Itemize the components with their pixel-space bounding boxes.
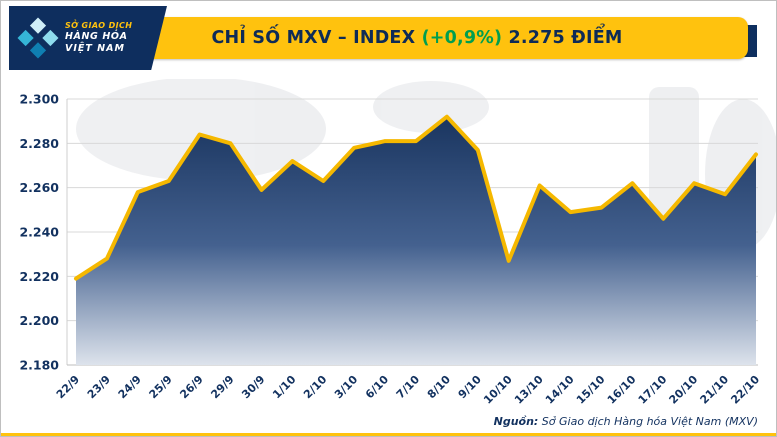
svg-text:25/9: 25/9	[147, 373, 175, 401]
svg-text:7/10: 7/10	[394, 373, 423, 402]
page-title: CHỈ SỐ MXV – INDEX (+0,9%) 2.275 ĐIỂM	[212, 28, 623, 48]
mxv-diamond-icon	[17, 17, 59, 59]
svg-text:26/9: 26/9	[177, 373, 205, 401]
index-chart: 2.300 2.280 2.260 2.240 2.220 2.200 2.180 22/9 2…	[1, 77, 776, 419]
svg-text:9/10: 9/10	[456, 373, 485, 402]
svg-text:24/9: 24/9	[116, 373, 144, 401]
logo-line-1: SỞ GIAO DỊCH	[65, 21, 133, 31]
svg-text:14/10: 14/10	[543, 373, 577, 407]
svg-text:16/10: 16/10	[605, 373, 639, 407]
svg-text:8/10: 8/10	[425, 373, 454, 402]
svg-text:2.240: 2.240	[19, 225, 59, 240]
mxv-logo-text: SỞ GIAO DỊCH HÀNG HÓA VIỆT NAM	[65, 21, 132, 55]
svg-text:17/10: 17/10	[636, 373, 670, 407]
svg-text:2.260: 2.260	[19, 180, 59, 195]
title-change-percent: (+0,9%)	[421, 28, 503, 48]
svg-text:10/10: 10/10	[481, 373, 515, 407]
svg-text:2.200: 2.200	[19, 313, 59, 328]
svg-text:2.220: 2.220	[19, 269, 59, 284]
svg-text:15/10: 15/10	[574, 373, 608, 407]
source-label: Nguồn:	[493, 415, 539, 428]
source-text: Sở Giao dịch Hàng hóa Việt Nam (MXV)	[538, 415, 758, 428]
source-caption: Nguồn: Sở Giao dịch Hàng hóa Việt Nam (M…	[494, 415, 758, 428]
logo-line-2: HÀNG HÓA	[65, 31, 128, 43]
svg-text:1/10: 1/10	[270, 373, 299, 402]
title-prefix: CHỈ SỐ MXV – INDEX	[211, 28, 422, 48]
svg-text:22/10: 22/10	[728, 373, 762, 407]
svg-text:30/9: 30/9	[239, 373, 267, 401]
svg-text:2.280: 2.280	[19, 136, 59, 151]
svg-text:20/10: 20/10	[667, 373, 701, 407]
svg-text:2.300: 2.300	[19, 92, 59, 107]
svg-text:13/10: 13/10	[512, 373, 546, 407]
title-value: 2.275 ĐIỂM	[502, 28, 623, 48]
mxv-logo: SỞ GIAO DỊCH HÀNG HÓA VIỆT NAM	[9, 6, 167, 70]
svg-text:2.180: 2.180	[19, 358, 59, 373]
svg-text:3/10: 3/10	[332, 373, 361, 402]
bottom-yellow-accent	[1, 433, 776, 436]
svg-text:29/9: 29/9	[208, 373, 236, 401]
svg-text:23/9: 23/9	[85, 373, 113, 401]
svg-text:22/9: 22/9	[54, 373, 82, 401]
svg-text:21/10: 21/10	[698, 373, 732, 407]
logo-line-3: VIỆT NAM	[65, 43, 125, 54]
svg-text:6/10: 6/10	[363, 373, 392, 402]
svg-text:2/10: 2/10	[301, 373, 330, 402]
chart-title-banner: CHỈ SỐ MXV – INDEX (+0,9%) 2.275 ĐIỂM	[86, 17, 748, 59]
